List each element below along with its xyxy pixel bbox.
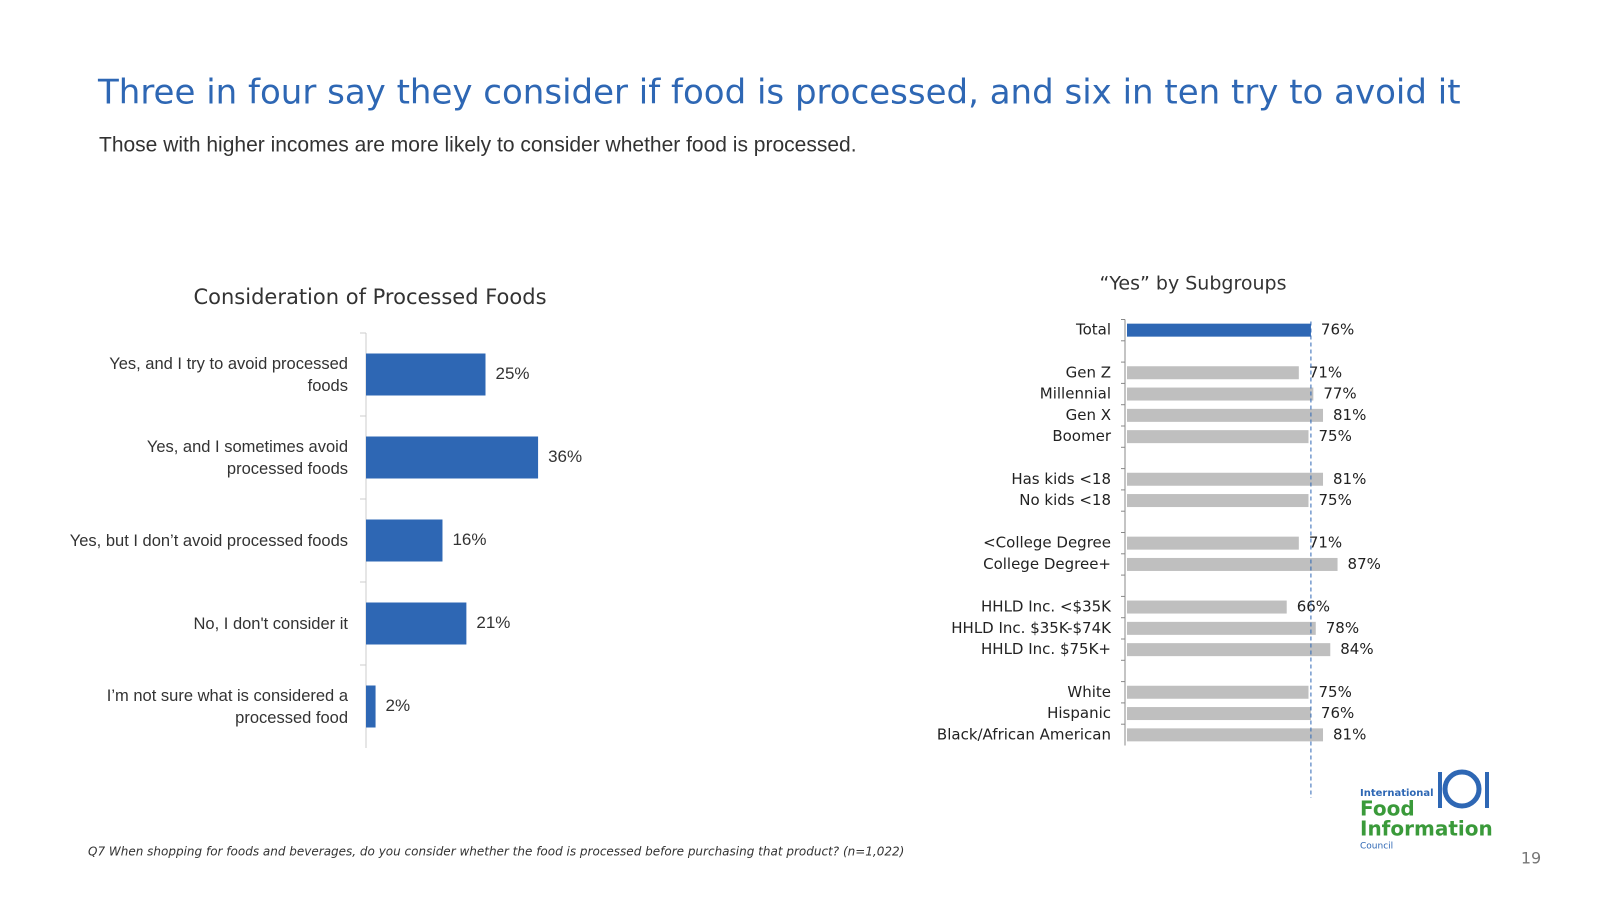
value-label: 75% (1319, 427, 1352, 445)
category-label: Boomer (1052, 427, 1111, 445)
bar (1127, 728, 1324, 742)
category-label: HHLD Inc. <$35K (981, 598, 1112, 616)
value-label: 76% (1321, 704, 1354, 722)
bar (1127, 387, 1314, 401)
logo-text: Food (1360, 797, 1415, 821)
value-label: 81% (1333, 470, 1366, 488)
bar (366, 519, 443, 562)
bar (1127, 408, 1324, 422)
value-label: 21% (476, 613, 510, 632)
category-label: <College Degree (983, 534, 1111, 552)
category-label: Black/African American (937, 725, 1111, 743)
slide-subtitle: Those with higher incomes are more likel… (99, 134, 857, 157)
category-label: HHLD Inc. $75K+ (981, 640, 1111, 658)
category-label: White (1067, 683, 1111, 701)
bar (366, 436, 539, 479)
value-label: 16% (452, 530, 486, 549)
bar (1127, 685, 1309, 699)
bar (1127, 323, 1311, 337)
logo-text: International (1360, 788, 1434, 799)
value-label: 77% (1323, 385, 1356, 403)
category-label: Yes, but I don’t avoid processed foods (69, 531, 348, 550)
value-label: 75% (1319, 683, 1352, 701)
category-label: HHLD Inc. $35K-$74K (951, 619, 1112, 637)
bar (1127, 430, 1309, 444)
bar (1127, 600, 1287, 614)
chart-title: Consideration of Processed Foods (193, 285, 546, 309)
logo-icon (1442, 769, 1482, 809)
category-label-box: No, I don't consider it (193, 614, 348, 633)
value-label: 78% (1326, 619, 1359, 637)
category-label: Millennial (1040, 385, 1111, 403)
category-label: No kids <18 (1019, 491, 1111, 509)
value-label: 81% (1333, 725, 1366, 743)
category-label-box: I’m not sure what is considered a proces… (106, 686, 348, 727)
category-label: Gen X (1066, 406, 1111, 424)
bar (1127, 557, 1338, 571)
category-label: Total (1075, 321, 1111, 339)
bar (366, 353, 486, 396)
value-label: 87% (1348, 555, 1381, 573)
value-label: 2% (386, 696, 411, 715)
bar (1127, 643, 1331, 657)
category-label: Gen Z (1066, 363, 1111, 381)
value-label: 66% (1297, 598, 1330, 616)
bar (1127, 472, 1324, 486)
slide-title: Three in four say they consider if food … (97, 73, 1461, 113)
value-label: 75% (1319, 491, 1352, 509)
bar (1127, 494, 1309, 508)
category-label: Hispanic (1047, 704, 1111, 722)
value-label: 36% (548, 447, 582, 466)
category-label-box: Yes, but I don’t avoid processed foods (69, 531, 348, 550)
logo-text: Council (1360, 842, 1393, 852)
bar (1127, 536, 1299, 550)
value-label: 76% (1321, 321, 1354, 339)
category-label: Yes, and I try to avoid processed foods (109, 354, 348, 395)
value-label: 71% (1309, 534, 1342, 552)
bar (1127, 366, 1299, 380)
value-label: 25% (496, 364, 530, 383)
logo: International Food Information Council (1360, 769, 1493, 852)
bar (366, 602, 467, 645)
bar (1127, 621, 1316, 635)
bar (1127, 707, 1311, 721)
category-label: Yes, and I sometimes avoid processed foo… (146, 437, 348, 478)
value-label: 81% (1333, 406, 1366, 424)
page-number: 19 (1521, 849, 1541, 868)
category-label-box: Yes, and I sometimes avoid processed foo… (146, 437, 348, 478)
value-label: 84% (1340, 640, 1373, 658)
logo-text: Information (1360, 817, 1493, 841)
category-label: I’m not sure what is considered a proces… (106, 686, 348, 727)
category-label-box: Yes, and I try to avoid processed foods (109, 354, 348, 395)
category-label: College Degree+ (983, 555, 1111, 573)
chart-title: “Yes” by Subgroups (1100, 273, 1287, 295)
category-label: Has kids <18 (1011, 470, 1111, 488)
category-label: No, I don't consider it (193, 614, 348, 633)
value-label: 71% (1309, 363, 1342, 381)
footnote: Q7 When shopping for foods and beverages… (88, 845, 904, 859)
bar (366, 685, 376, 728)
